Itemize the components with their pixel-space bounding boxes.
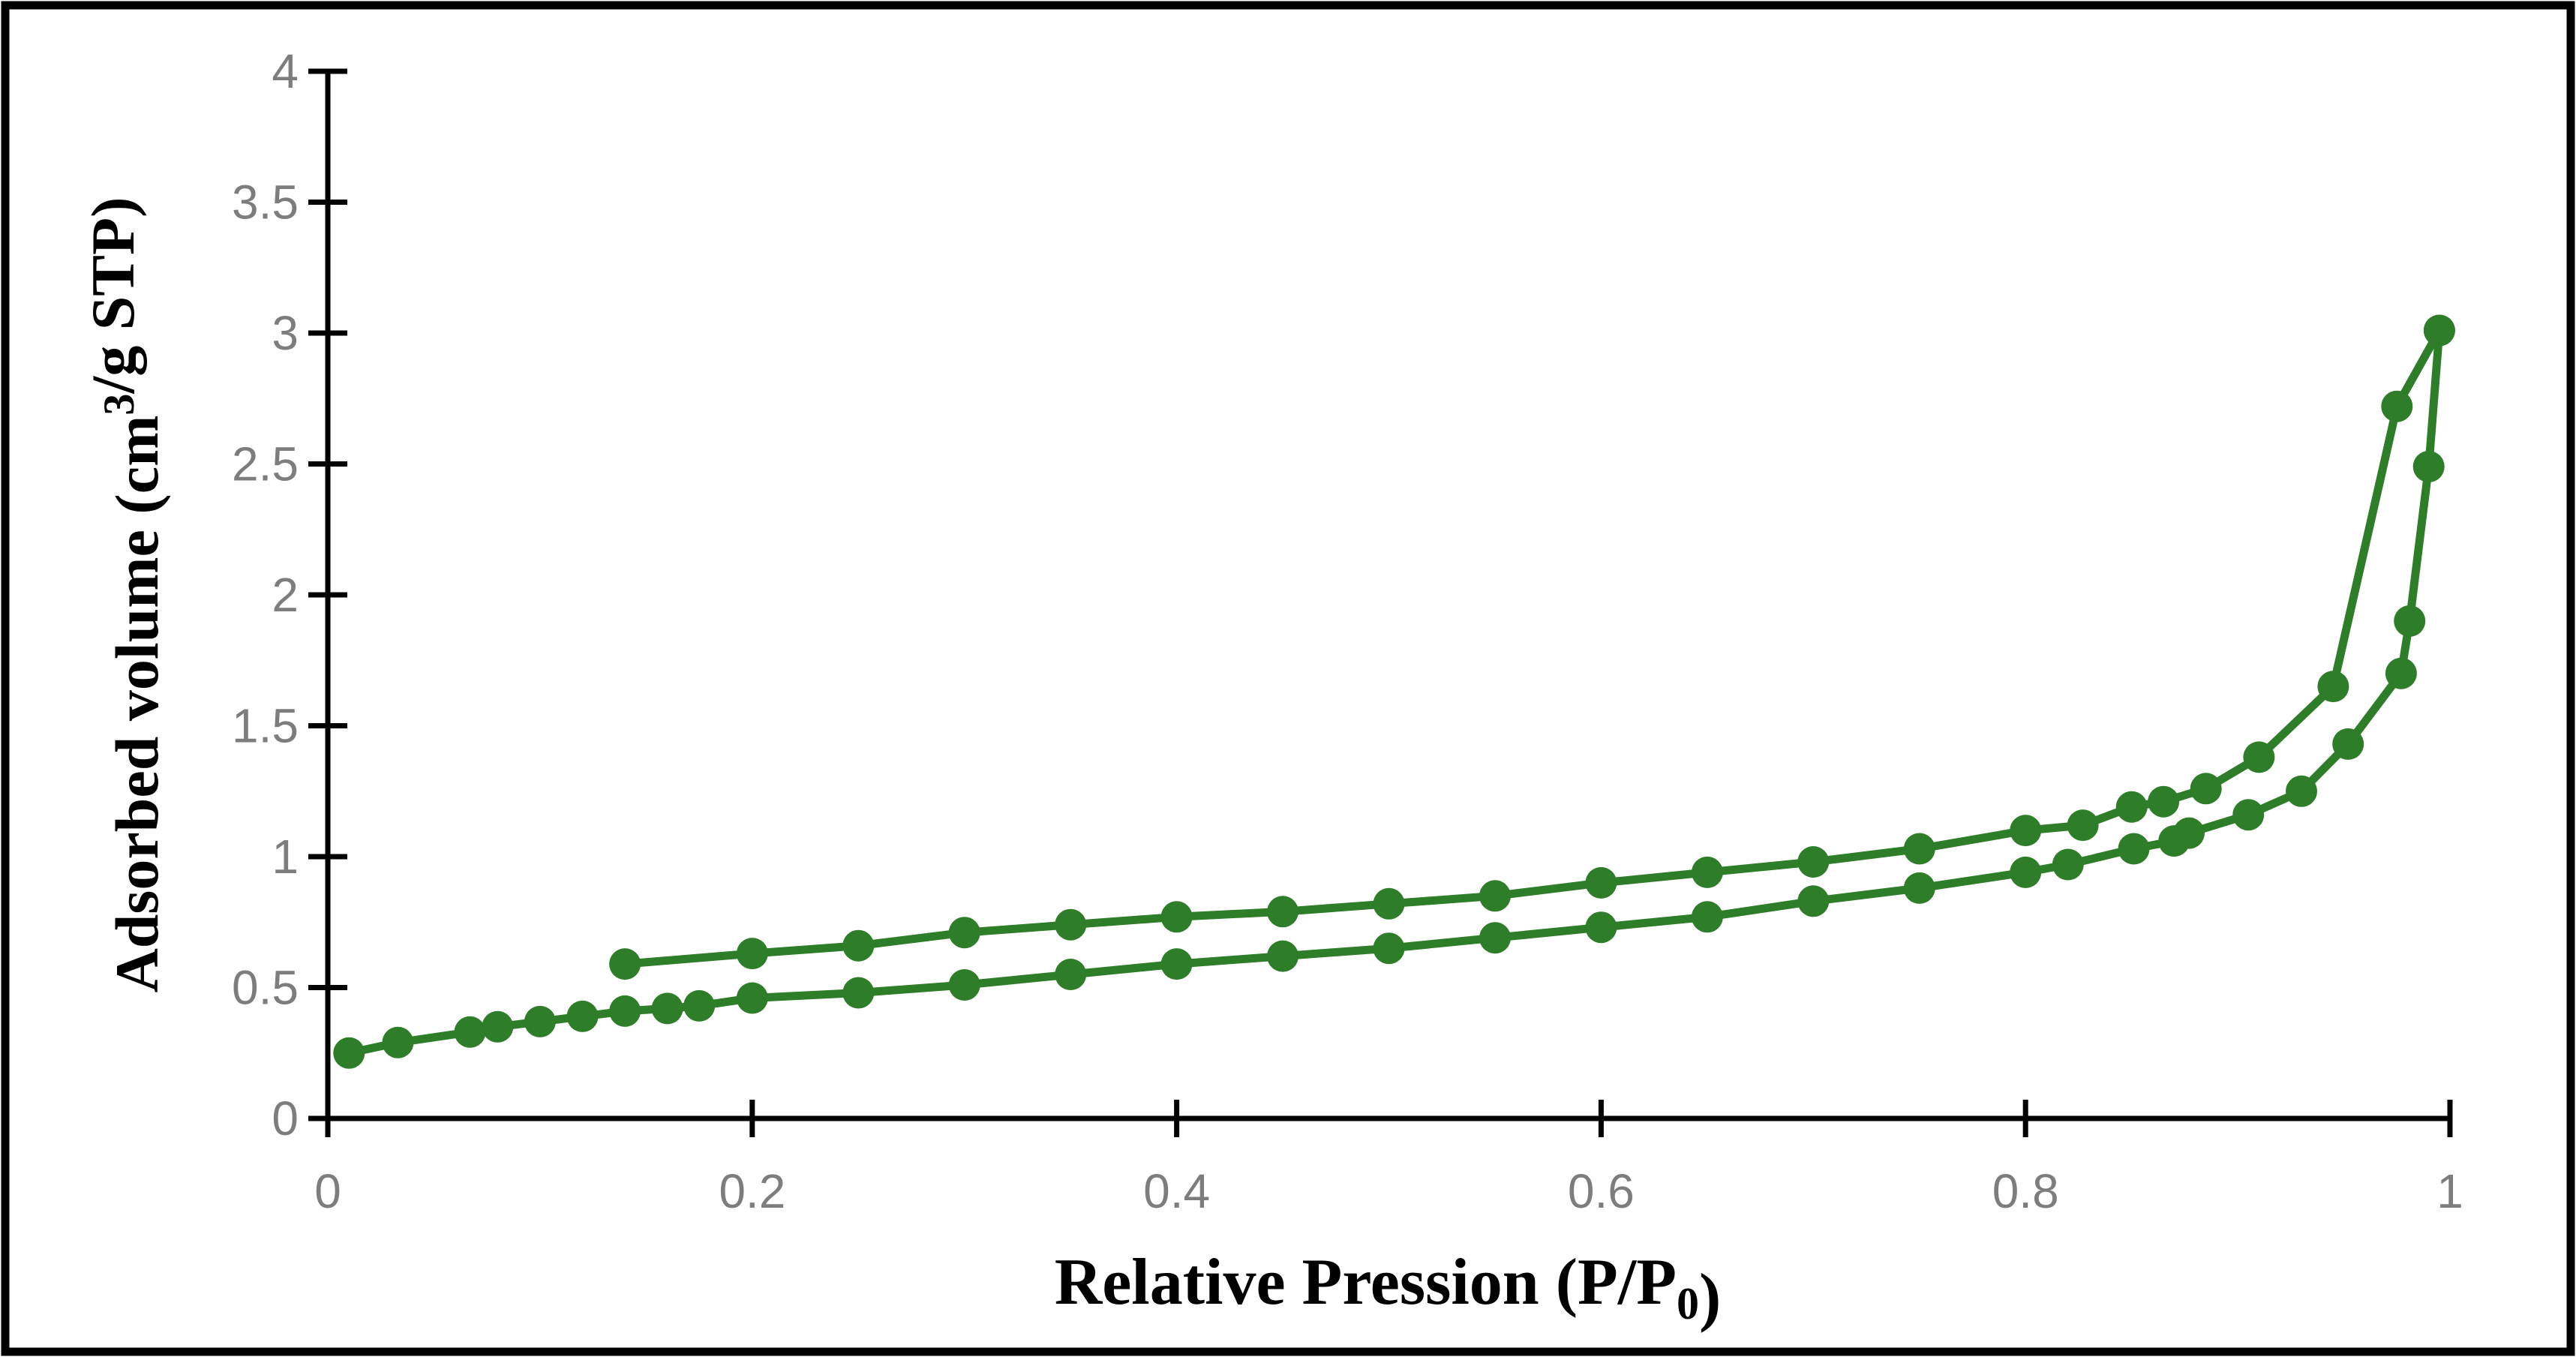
desorption-branch-marker (1479, 880, 1511, 912)
desorption-branch-marker (1691, 856, 1723, 888)
adsorption-branch-marker (736, 982, 768, 1014)
adsorption-branch-marker (482, 1010, 514, 1043)
adsorption-branch-marker (333, 1037, 365, 1069)
y-axis-tick-label: 1.5 (232, 699, 299, 753)
adsorption-branch-marker (2173, 817, 2205, 849)
desorption-branch-marker (1585, 866, 1617, 899)
x-axis-tick-label: 0.6 (1568, 1164, 1635, 1218)
adsorption-branch-marker (2286, 775, 2317, 807)
y-axis-tick-label: 2.5 (232, 437, 299, 491)
y-axis-tick-label: 2 (272, 568, 299, 622)
desorption-branch-line (620, 326, 2444, 968)
adsorption-branch-marker (2332, 728, 2364, 760)
adsorption-branch-marker (2385, 657, 2417, 689)
adsorption-branch-marker (948, 969, 980, 1001)
x-axis-tick-label: 0.2 (719, 1164, 785, 1218)
adsorption-branch-marker (683, 989, 716, 1022)
x-axis-tick-label: 0.4 (1143, 1164, 1210, 1218)
adsorption-branch-marker (1903, 872, 1935, 904)
adsorption-branch-marker (2118, 833, 2150, 865)
x-axis-tick-label: 0 (314, 1164, 341, 1218)
desorption-branch-marker (609, 948, 641, 980)
adsorption-branch-marker (1160, 948, 1193, 980)
x-axis-tick-label: 1 (2436, 1164, 2463, 1218)
adsorption-branch-marker (1373, 932, 1405, 965)
desorption-branch-marker (2381, 390, 2413, 422)
desorption-branch-marker (1903, 833, 1935, 865)
y-axis-tick-label: 4 (272, 44, 299, 98)
adsorption-branch-marker (524, 1005, 556, 1037)
y-axis-tick-label: 1 (272, 830, 299, 884)
desorption-branch-marker (2190, 773, 2222, 805)
adsorption-branch-marker (1055, 959, 1087, 990)
desorption-branch-marker (2423, 314, 2455, 347)
adsorption-branch-marker (842, 977, 875, 1009)
adsorption-branch-marker (382, 1026, 414, 1058)
y-axis-tick-label: 0.5 (232, 961, 299, 1015)
desorption-branch-marker (1797, 846, 1830, 878)
desorption-branch-marker (2010, 815, 2042, 847)
desorption-branch-marker (2067, 809, 2099, 842)
desorption-branch-marker (948, 917, 980, 949)
desorption-branch-marker (842, 929, 875, 962)
y-axis-tick-label: 3 (272, 306, 299, 360)
adsorption-branch-marker (2394, 605, 2426, 637)
desorption-branch-marker (736, 938, 768, 970)
adsorption-branch-marker (2010, 856, 2042, 888)
y-axis-tick-label: 0 (272, 1091, 299, 1145)
adsorption-branch-marker (2412, 451, 2445, 482)
adsorption-branch-marker (1479, 922, 1511, 954)
desorption-branch-marker (1160, 901, 1193, 933)
adsorption-branch-marker (1585, 911, 1617, 944)
desorption-branch-marker (2317, 671, 2349, 703)
adsorption-branch-marker (609, 995, 641, 1027)
y-axis-tick-label: 3.5 (232, 176, 299, 230)
desorption-branch-marker (2243, 741, 2275, 773)
adsorption-branch-marker (566, 1000, 599, 1032)
adsorption-branch-marker (1267, 940, 1299, 972)
adsorption-branch-marker (1797, 885, 1830, 917)
desorption-branch-marker (1373, 887, 1405, 920)
adsorption-branch-marker (2052, 848, 2084, 881)
desorption-branch-marker (1055, 908, 1087, 941)
y-axis-title: Adsorbed volume (cm3/g STP) (79, 197, 171, 993)
adsorption-branch-marker (454, 1016, 486, 1048)
desorption-branch-marker (1267, 896, 1299, 928)
x-axis-title: Relative Pression (P/P0) (1055, 1246, 1722, 1334)
desorption-branch-marker (2115, 791, 2148, 823)
adsorption-branch-marker (651, 992, 683, 1025)
adsorption-branch-marker (1691, 901, 1723, 933)
adsorption-branch-marker (2232, 799, 2265, 831)
desorption-branch-marker (2148, 785, 2180, 818)
x-axis-tick-label: 0.8 (1992, 1164, 2059, 1218)
